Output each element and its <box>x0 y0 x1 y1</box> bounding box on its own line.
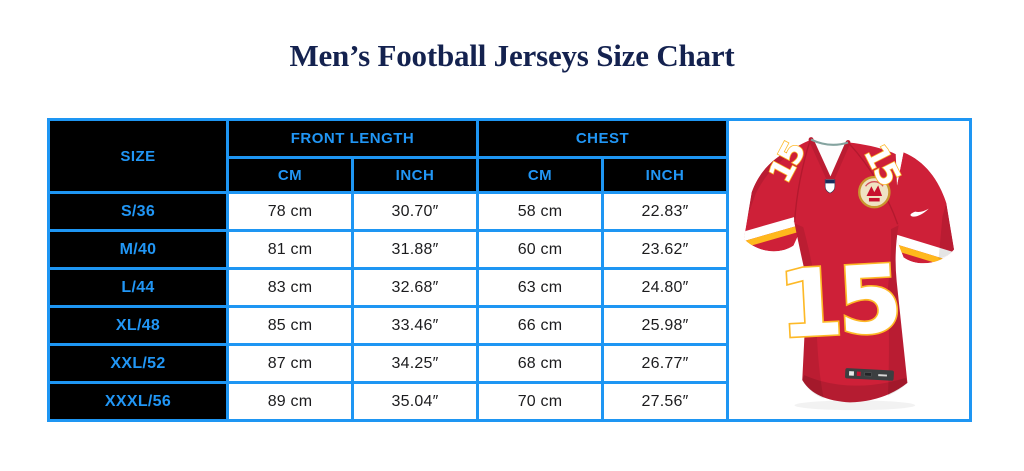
front-length-inch-value: 34.25″ <box>354 346 476 381</box>
front-length-cm-value: 87 cm <box>229 346 351 381</box>
chest-cm-value: 70 cm <box>479 384 601 419</box>
nike-swoosh-icon <box>910 208 929 217</box>
size-label: L/44 <box>50 270 226 305</box>
size-label: S/36 <box>50 194 226 229</box>
header-front-inch: INCH <box>354 159 476 191</box>
size-label: XL/48 <box>50 308 226 343</box>
page-title: Men’s Football Jerseys Size Chart <box>289 38 735 73</box>
header-chest-inch: INCH <box>604 159 726 191</box>
chest-inch-value: 26.77″ <box>604 346 726 381</box>
header-size: SIZE <box>50 121 226 191</box>
size-label: M/40 <box>50 232 226 267</box>
chest-inch-value: 22.83″ <box>604 194 726 229</box>
header-chest-cm: CM <box>479 159 601 191</box>
red-football-jersey-illustration: 15 15 15 <box>743 136 955 411</box>
chest-cm-value: 60 cm <box>479 232 601 267</box>
size-label: XXL/52 <box>50 346 226 381</box>
team-patch-icon <box>858 175 891 209</box>
header-chest: CHEST <box>479 121 726 156</box>
chest-inch-value: 24.80″ <box>604 270 726 305</box>
chest-cm-value: 68 cm <box>479 346 601 381</box>
nfl-shield-icon <box>824 179 836 194</box>
chest-cm-value: 58 cm <box>479 194 601 229</box>
front-length-cm-value: 83 cm <box>229 270 351 305</box>
front-length-inch-value: 32.68″ <box>354 270 476 305</box>
front-length-cm-value: 81 cm <box>229 232 351 267</box>
chest-inch-value: 23.62″ <box>604 232 726 267</box>
chest-inch-value: 27.56″ <box>604 384 726 419</box>
svg-text:15: 15 <box>776 245 900 360</box>
front-length-cm-value: 78 cm <box>229 194 351 229</box>
jock-tag <box>845 368 894 381</box>
size-label: XXXL/56 <box>50 384 226 419</box>
chest-cm-value: 66 cm <box>479 308 601 343</box>
front-length-inch-value: 30.70″ <box>354 194 476 229</box>
front-length-inch-value: 31.88″ <box>354 232 476 267</box>
front-length-inch-value: 35.04″ <box>354 384 476 419</box>
size-chart-table: SIZE FRONT LENGTH CHEST CM INCH CM INCH … <box>47 118 972 422</box>
header-front-length: FRONT LENGTH <box>229 121 476 156</box>
front-length-cm-value: 89 cm <box>229 384 351 419</box>
chest-inch-value: 25.98″ <box>604 308 726 343</box>
chest-number: 15 <box>774 244 901 362</box>
jersey-shadow <box>794 400 916 411</box>
jersey-product-image: 15 15 15 <box>729 121 969 419</box>
front-length-cm-value: 85 cm <box>229 308 351 343</box>
right-sleeve <box>889 152 955 264</box>
front-length-inch-value: 33.46″ <box>354 308 476 343</box>
chest-cm-value: 63 cm <box>479 270 601 305</box>
header-front-cm: CM <box>229 159 351 191</box>
